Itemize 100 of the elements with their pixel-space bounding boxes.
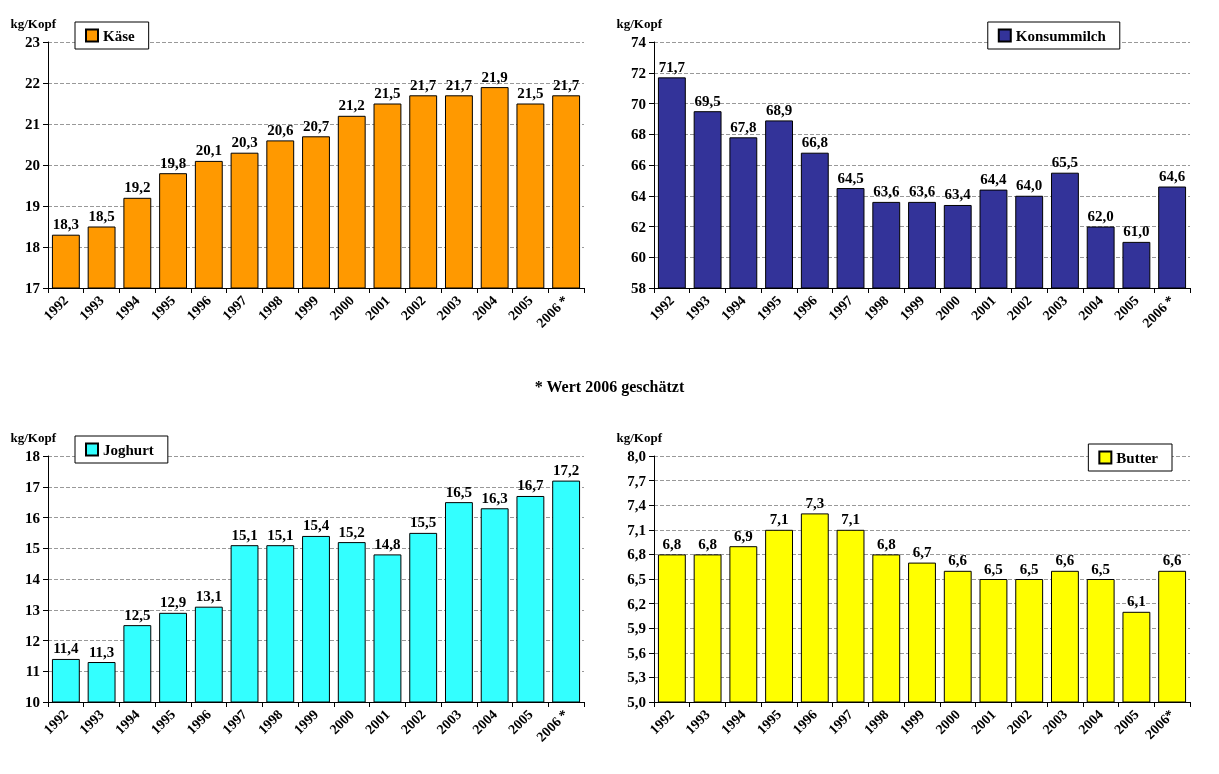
data-label: 20,1 (195, 142, 222, 159)
y-tick-label: 19 (25, 198, 40, 214)
data-label: 66,8 (801, 134, 828, 151)
data-label: 11,3 (88, 643, 115, 660)
data-label: 6,5 (1019, 560, 1039, 577)
data-label: 6,8 (698, 535, 717, 552)
data-label: 11,4 (53, 640, 80, 657)
data-label: 20,6 (267, 121, 294, 138)
y-tick-label: 6,5 (627, 571, 646, 587)
y-tick-label: 15 (25, 540, 40, 557)
y-tick-label: 74 (631, 34, 647, 50)
y-tick-label: 18 (25, 239, 40, 255)
y-tick-label: 16 (25, 509, 41, 526)
data-label: 15,1 (267, 526, 294, 543)
data-label: 14,8 (374, 535, 401, 552)
data-label: 7,3 (805, 494, 825, 511)
data-label: 64,6 (1159, 168, 1186, 185)
y-tick-label: 20 (25, 157, 40, 173)
data-label: 7,1 (841, 511, 860, 528)
data-label: 21,7 (410, 76, 437, 93)
data-label: 21,9 (481, 68, 508, 85)
data-label: 6,8 (876, 535, 896, 552)
data-label: 7,1 (769, 511, 789, 528)
y-tick-label: 68 (631, 126, 646, 143)
data-label: 20,7 (302, 117, 330, 134)
data-label: 15,5 (410, 514, 437, 531)
data-label: 71,7 (658, 58, 686, 75)
data-label: 18,3 (52, 216, 79, 233)
data-label: 15,2 (338, 523, 365, 540)
data-label: 69,5 (694, 92, 721, 109)
data-label: 16,3 (481, 489, 508, 506)
y-tick-label: 7,7 (627, 472, 647, 489)
y-tick-label: 11 (25, 663, 40, 680)
data-label: 21,2 (338, 97, 365, 114)
data-label: 6,8 (662, 535, 682, 552)
legend-label: Käse (103, 27, 135, 44)
legend-label: Joghurt (103, 441, 154, 458)
y-tick-label: 18 (25, 448, 40, 464)
data-label: 64,0 (1016, 177, 1043, 194)
data-label: 21,7 (445, 76, 473, 93)
y-tick-label: 60 (631, 249, 646, 266)
data-label: 15,1 (231, 526, 258, 543)
y-tick-label: 22 (25, 75, 40, 91)
y-axis-title: kg/Kopf (10, 16, 57, 31)
y-tick-label: 21 (25, 116, 40, 132)
text: * Wert 2006 geschätzt (534, 378, 685, 396)
y-tick-label: 8,0 (627, 448, 646, 464)
y-tick-label: 23 (25, 34, 40, 50)
data-label: 64,5 (837, 169, 864, 186)
data-label: 63,6 (908, 183, 936, 200)
data-label: 61,0 (1123, 223, 1150, 240)
y-axis-title: kg/Kopf (616, 16, 663, 31)
y-tick-label: 7,1 (627, 521, 646, 538)
data-label: 6,5 (1091, 560, 1111, 577)
data-label: 21,5 (517, 85, 544, 101)
data-label: 19,8 (159, 154, 187, 171)
y-tick-label: 70 (631, 95, 646, 112)
data-label: 62,0 (1087, 208, 1114, 224)
data-label: 63,6 (873, 183, 900, 200)
y-tick-label: 62 (631, 218, 646, 235)
data-label: 67,8 (730, 118, 757, 135)
data-label: 18,5 (88, 208, 115, 224)
y-axis-title: kg/Kopf (10, 430, 57, 445)
y-axis-title: kg/Kopf (616, 430, 663, 445)
y-tick-label: 17 (25, 478, 41, 495)
data-label: 6,6 (1162, 552, 1183, 569)
data-label: 21,5 (374, 85, 401, 101)
data-label: 68,9 (765, 101, 793, 118)
data-label: 20,3 (231, 134, 258, 151)
data-label: 65,5 (1051, 154, 1079, 171)
data-label: 17,2 (553, 462, 580, 479)
y-tick-label: 5,3 (627, 669, 646, 686)
data-label: 6,5 (984, 560, 1003, 577)
y-tick-label: 6,8 (627, 546, 646, 563)
y-tick-label: 14 (25, 571, 41, 587)
data-label: 12,9 (159, 594, 187, 611)
legend-label: Konsummilch (1015, 27, 1107, 44)
data-label: 16,5 (445, 483, 473, 500)
y-tick-label: 7,4 (627, 497, 647, 514)
data-label: 6,6 (1055, 552, 1075, 569)
y-tick-label: 5,0 (627, 694, 646, 710)
legend-label: Butter (1116, 449, 1159, 466)
data-label: 13,1 (195, 588, 222, 605)
y-tick-label: 5,9 (627, 620, 646, 637)
data-label: 19,2 (124, 179, 151, 196)
y-tick-label: 5,6 (627, 644, 647, 661)
y-tick-label: 13 (25, 601, 40, 618)
y-tick-label: 6,2 (627, 595, 646, 612)
y-tick-label: 66 (631, 157, 647, 173)
y-tick-label: 17 (25, 280, 41, 296)
data-label: 6,6 (948, 552, 968, 569)
data-label: 12,5 (124, 606, 151, 623)
y-tick-label: 72 (631, 64, 646, 81)
data-label: 6,9 (733, 527, 753, 544)
data-label: 15,4 (302, 517, 330, 534)
data-label: 6,7 (912, 544, 932, 561)
data-label: 6,1 (1127, 593, 1146, 610)
data-label: 63,4 (944, 186, 972, 203)
y-tick-label: 64 (631, 187, 647, 204)
y-tick-label: 58 (631, 280, 646, 296)
